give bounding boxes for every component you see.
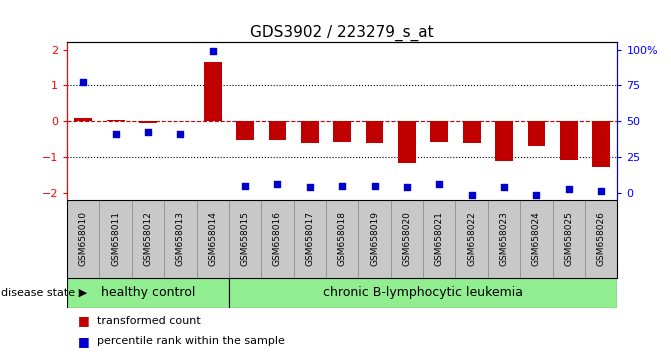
Bar: [164, 200, 197, 278]
Text: disease state ▶: disease state ▶: [1, 288, 87, 298]
Bar: [197, 200, 229, 278]
Bar: [204, 62, 221, 121]
Text: chronic B-lymphocytic leukemia: chronic B-lymphocytic leukemia: [323, 286, 523, 299]
Point: [175, 131, 186, 137]
Text: GSM658022: GSM658022: [467, 212, 476, 266]
Point: [564, 187, 574, 192]
Bar: [107, 120, 125, 121]
Point: [401, 185, 412, 190]
Bar: [268, 121, 287, 140]
Bar: [229, 278, 617, 308]
Bar: [326, 200, 358, 278]
Text: GSM658016: GSM658016: [273, 211, 282, 267]
Bar: [398, 121, 416, 164]
Title: GDS3902 / 223279_s_at: GDS3902 / 223279_s_at: [250, 25, 434, 41]
Bar: [67, 278, 229, 308]
Bar: [488, 200, 520, 278]
Bar: [67, 200, 99, 278]
Point: [337, 183, 348, 189]
Point: [531, 192, 541, 198]
Point: [434, 181, 445, 187]
Point: [305, 185, 315, 190]
Text: GSM658023: GSM658023: [499, 211, 509, 267]
Point: [369, 183, 380, 189]
Bar: [358, 200, 391, 278]
Text: GSM658011: GSM658011: [111, 211, 120, 267]
Text: GSM658014: GSM658014: [208, 211, 217, 267]
Bar: [294, 200, 326, 278]
Point: [78, 79, 89, 85]
Bar: [333, 121, 351, 142]
Bar: [456, 200, 488, 278]
Bar: [585, 200, 617, 278]
Bar: [560, 121, 578, 160]
Text: GSM658013: GSM658013: [176, 211, 185, 267]
Bar: [430, 121, 448, 142]
Bar: [366, 121, 384, 143]
Point: [499, 185, 509, 190]
Text: GSM658015: GSM658015: [241, 211, 250, 267]
Bar: [132, 200, 164, 278]
Point: [143, 129, 154, 135]
Text: GSM658025: GSM658025: [564, 211, 573, 267]
Point: [466, 192, 477, 198]
Bar: [391, 200, 423, 278]
Text: GSM658012: GSM658012: [144, 211, 152, 267]
Point: [272, 181, 283, 187]
Bar: [229, 200, 261, 278]
Text: GSM658020: GSM658020: [403, 211, 411, 267]
Text: ■: ■: [78, 314, 90, 327]
Bar: [99, 200, 132, 278]
Bar: [495, 121, 513, 161]
Bar: [527, 121, 546, 145]
Bar: [139, 121, 157, 123]
Text: GSM658019: GSM658019: [370, 211, 379, 267]
Bar: [463, 121, 480, 143]
Text: healthy control: healthy control: [101, 286, 195, 299]
Point: [207, 48, 218, 54]
Bar: [261, 200, 294, 278]
Bar: [520, 200, 553, 278]
Bar: [236, 121, 254, 140]
Bar: [423, 200, 456, 278]
Text: GSM658018: GSM658018: [338, 211, 347, 267]
Text: ■: ■: [78, 335, 90, 348]
Text: transformed count: transformed count: [97, 316, 201, 326]
Bar: [74, 118, 92, 121]
Text: GSM658024: GSM658024: [532, 212, 541, 266]
Text: GSM658017: GSM658017: [305, 211, 314, 267]
Text: GSM658026: GSM658026: [597, 211, 606, 267]
Text: percentile rank within the sample: percentile rank within the sample: [97, 336, 285, 346]
Point: [596, 188, 607, 194]
Bar: [301, 121, 319, 143]
Text: GSM658010: GSM658010: [79, 211, 88, 267]
Bar: [592, 121, 610, 167]
Bar: [553, 200, 585, 278]
Text: GSM658021: GSM658021: [435, 211, 444, 267]
Point: [110, 131, 121, 137]
Point: [240, 183, 250, 189]
